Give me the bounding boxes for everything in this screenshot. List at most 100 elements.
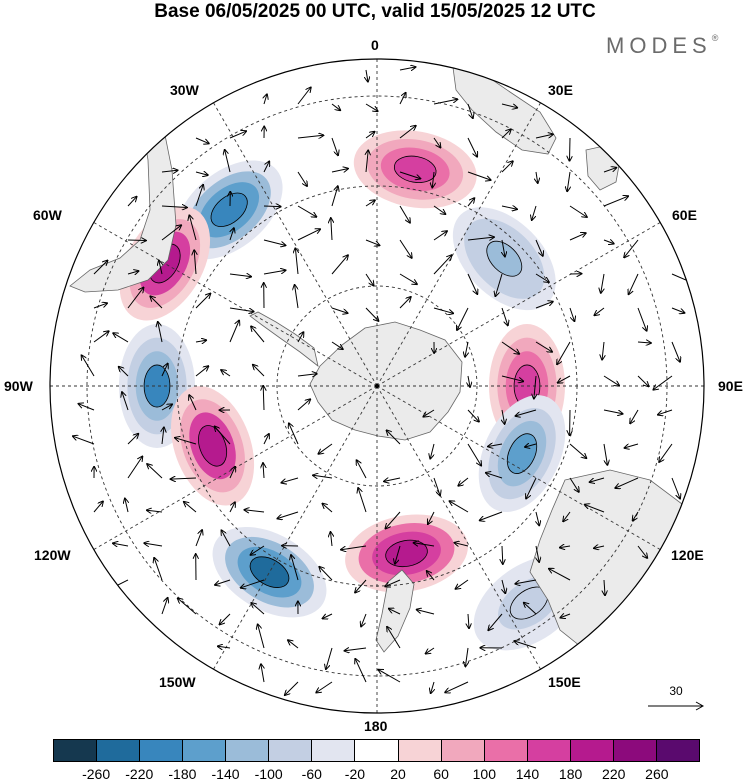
wind-arrow [295,248,298,275]
wind-arrow [467,409,479,422]
wind-arrow [297,205,316,217]
wind-arrow [93,261,107,275]
wind-arrow [399,239,412,258]
wind-arrow [386,511,401,528]
colorbar-tick-label: -220 [125,766,154,782]
wind-arrow [297,374,317,376]
wind-arrow [316,681,333,693]
wind-arrow [637,545,647,558]
wind-arrow [569,477,579,492]
lon-label-30w: 30W [170,82,199,98]
wind-arrow [433,137,440,147]
wind-arrow [602,341,604,360]
wind-arrow [433,307,453,313]
wind-arrow [585,505,605,513]
wind-arrow [230,228,234,241]
wind-arrow [263,270,286,275]
wind-arrow [399,297,411,309]
anomaly-contour-fill [210,192,248,227]
wind-arrow [457,307,469,330]
wind-arrow [365,103,378,111]
wind-arrow [161,206,187,208]
colorbar-tick-label: 260 [645,766,669,782]
graticule [50,59,704,713]
wind-arrow [603,196,628,207]
wind-arrow [144,543,163,546]
colorbar-tick-label: 220 [602,766,626,782]
lon-label-60w: 60W [33,207,62,223]
positive-anomaly-center [345,514,468,593]
map-title: Base 06/05/2025 00 UTC, valid 15/05/2025… [154,1,596,22]
wind-arrow [291,555,299,581]
antarctica-coastline [309,321,463,441]
wind-arrow [501,161,513,173]
wind-vectors [73,67,696,695]
colorbar-swatch [226,740,270,761]
wind-arrow [524,603,537,615]
wind-arrow [263,434,269,445]
wind-arrow [514,641,537,649]
wind-arrow [93,502,103,513]
lon-label-180: 180 [364,718,388,734]
wind-arrow [458,477,469,486]
south-pole-marker [374,383,380,389]
latitude-circle [276,285,478,487]
wind-arrow [93,303,107,309]
wind-arrow [637,307,647,331]
wind-arrow [501,375,523,381]
wind-arrow [465,647,468,666]
wind-arrow [467,237,494,240]
wind-arrow [251,545,265,555]
wind-arrow [387,627,401,649]
wind-arrow [495,273,503,296]
wind-arrow [331,307,348,313]
registered-mark: ® [711,33,719,43]
wind-arrow [534,375,536,399]
wind-arrow [467,171,491,180]
wind-arrow [637,375,649,386]
wind-arrow [399,171,420,179]
wind-arrow [595,307,605,315]
wind-arrow [220,613,231,624]
anomaly-contour-fill [198,425,228,467]
wind-arrow [147,510,163,512]
wind-arrow [659,443,673,462]
wind-arrow [195,340,206,342]
wind-arrow [502,545,503,564]
wind-arrow [323,504,333,513]
colorbar-swatch [312,740,356,761]
colorbar-tick-label: -100 [254,766,283,782]
wind-arrow [455,543,469,546]
wind-arrow [456,579,469,589]
wind-arrow [241,579,265,588]
wind-arrow [195,172,208,175]
wind-arrow [603,240,614,244]
wind-arrow [569,205,587,217]
wind-arrow [535,134,553,139]
wind-arrow [630,409,639,423]
wind-arrow [331,218,332,241]
wind-arrow [215,427,231,445]
wind-arrow [465,341,468,357]
wind-arrow [215,579,231,585]
wind-arrow [427,571,435,581]
meridian-line [213,102,378,387]
wind-arrow [258,625,265,649]
wind-arrow [535,273,549,282]
wind-arrow [569,307,574,321]
wind-arrow [501,341,519,354]
colorbar-swatch [656,740,699,761]
colorbar-tick-label: -60 [301,766,322,782]
wind-arrow [295,285,299,309]
colorbar-swatch [54,740,98,761]
wind-arrow [297,135,323,138]
wind-arrow [297,229,320,241]
wind-arrow [558,375,571,383]
wind-arrow [251,326,265,343]
wind-arrow [549,569,571,581]
wind-arrow [263,239,285,245]
wind-arrow [570,137,571,161]
wind-arrow [428,511,435,524]
wind-arrow [79,404,95,411]
wind-arrow [113,543,129,546]
